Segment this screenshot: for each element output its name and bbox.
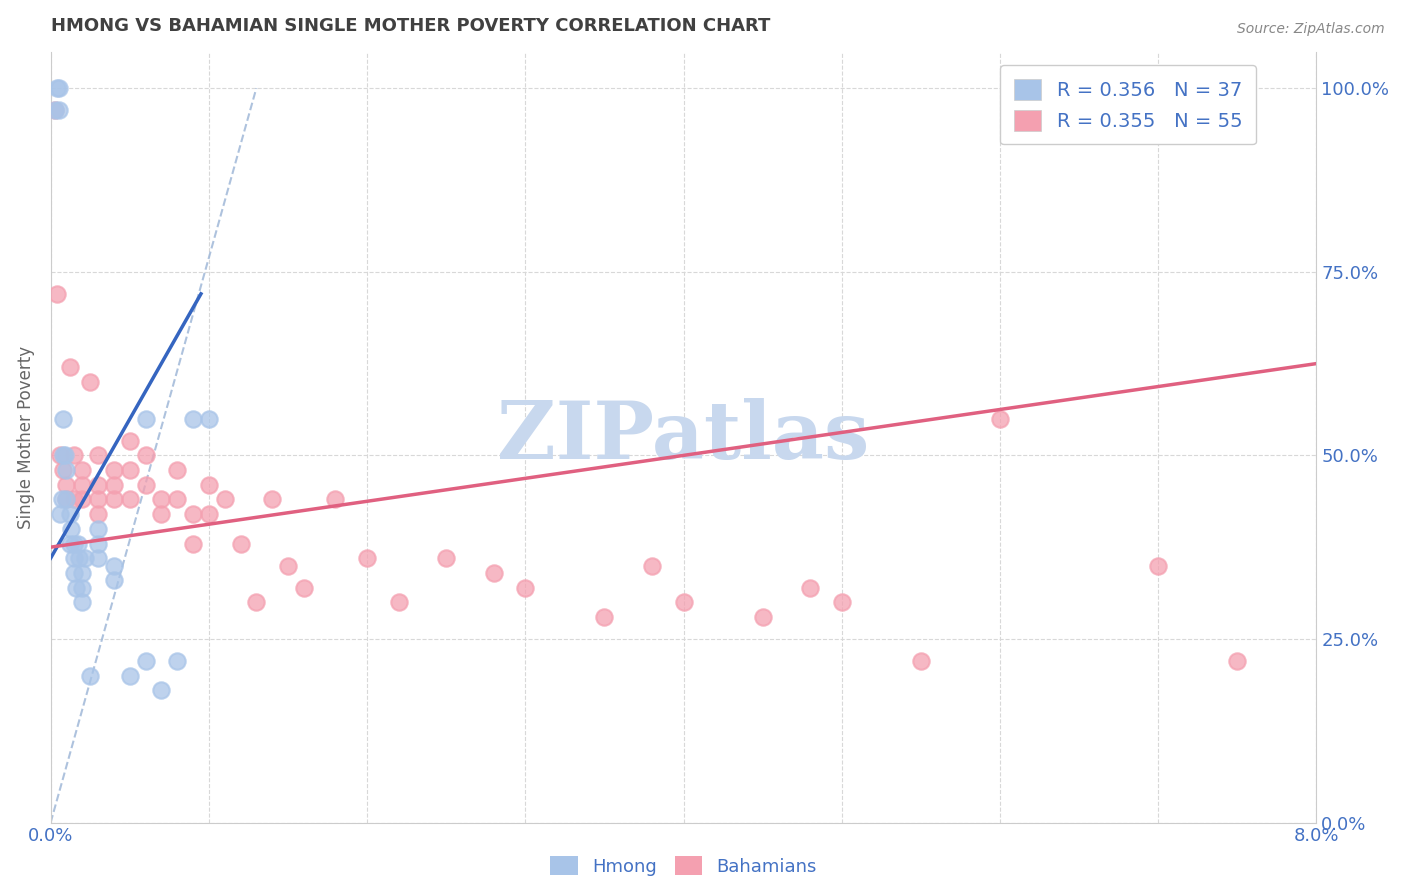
Hmong <box>135 654 157 668</box>
Hmong <box>72 595 94 609</box>
Hmong <box>48 81 70 95</box>
Bahamians <box>46 286 69 301</box>
Hmong <box>44 103 66 118</box>
Bahamians <box>103 492 125 507</box>
Bahamians <box>910 654 932 668</box>
Bahamians <box>87 507 110 521</box>
Bahamians <box>118 434 141 448</box>
Bahamians <box>72 477 94 491</box>
Bahamians <box>103 477 125 491</box>
Text: Source: ZipAtlas.com: Source: ZipAtlas.com <box>1237 22 1385 37</box>
Bahamians <box>49 449 72 463</box>
Hmong <box>79 668 101 682</box>
Hmong <box>87 536 110 550</box>
Hmong <box>49 507 72 521</box>
Bahamians <box>325 492 347 507</box>
Bahamians <box>1147 558 1170 573</box>
Bahamians <box>388 595 411 609</box>
Bahamians <box>482 566 505 580</box>
Bahamians <box>988 411 1011 425</box>
Hmong <box>87 551 110 566</box>
Bahamians <box>55 477 77 491</box>
Hmong <box>166 654 188 668</box>
Bahamians <box>229 536 252 550</box>
Hmong <box>59 536 82 550</box>
Bahamians <box>166 492 188 507</box>
Bahamians <box>59 360 82 375</box>
Hmong <box>118 668 141 682</box>
Legend: Hmong, Bahamians: Hmong, Bahamians <box>543 849 824 883</box>
Hmong <box>48 103 70 118</box>
Hmong <box>67 551 90 566</box>
Bahamians <box>72 463 94 477</box>
Hmong <box>63 536 86 550</box>
Bahamians <box>434 551 457 566</box>
Bahamians <box>79 375 101 389</box>
Hmong <box>60 522 83 536</box>
Hmong <box>75 551 97 566</box>
Bahamians <box>214 492 236 507</box>
Bahamians <box>831 595 853 609</box>
Hmong <box>135 411 157 425</box>
Bahamians <box>103 463 125 477</box>
Hmong <box>150 683 173 698</box>
Hmong <box>198 411 221 425</box>
Bahamians <box>198 507 221 521</box>
Bahamians <box>277 558 299 573</box>
Bahamians <box>150 507 173 521</box>
Bahamians <box>72 492 94 507</box>
Bahamians <box>63 492 86 507</box>
Bahamians <box>356 551 378 566</box>
Hmong <box>52 449 75 463</box>
Bahamians <box>198 477 221 491</box>
Bahamians <box>181 536 204 550</box>
Bahamians <box>1226 654 1249 668</box>
Hmong <box>53 449 76 463</box>
Bahamians <box>87 449 110 463</box>
Hmong <box>66 536 89 550</box>
Bahamians <box>245 595 267 609</box>
Bahamians <box>672 595 695 609</box>
Bahamians <box>799 581 821 595</box>
Text: ZIPatlas: ZIPatlas <box>498 398 870 476</box>
Bahamians <box>292 581 315 595</box>
Bahamians <box>118 463 141 477</box>
Bahamians <box>593 610 616 624</box>
Bahamians <box>118 492 141 507</box>
Hmong <box>72 581 94 595</box>
Bahamians <box>87 492 110 507</box>
Hmong <box>87 522 110 536</box>
Hmong <box>181 411 204 425</box>
Bahamians <box>135 449 157 463</box>
Hmong <box>63 566 86 580</box>
Bahamians <box>150 492 173 507</box>
Bahamians <box>181 507 204 521</box>
Bahamians <box>515 581 537 595</box>
Text: HMONG VS BAHAMIAN SINGLE MOTHER POVERTY CORRELATION CHART: HMONG VS BAHAMIAN SINGLE MOTHER POVERTY … <box>51 17 770 35</box>
Hmong <box>55 492 77 507</box>
Hmong <box>103 573 125 587</box>
Bahamians <box>44 103 66 118</box>
Bahamians <box>166 463 188 477</box>
Hmong <box>72 566 94 580</box>
Bahamians <box>52 463 75 477</box>
Y-axis label: Single Mother Poverty: Single Mother Poverty <box>17 345 35 529</box>
Hmong <box>65 581 87 595</box>
Hmong <box>46 81 69 95</box>
Bahamians <box>135 477 157 491</box>
Bahamians <box>55 492 77 507</box>
Hmong <box>59 507 82 521</box>
Hmong <box>51 492 73 507</box>
Hmong <box>52 411 75 425</box>
Hmong <box>55 463 77 477</box>
Bahamians <box>262 492 284 507</box>
Bahamians <box>87 477 110 491</box>
Bahamians <box>751 610 773 624</box>
Bahamians <box>63 449 86 463</box>
Bahamians <box>641 558 664 573</box>
Hmong <box>103 558 125 573</box>
Hmong <box>63 551 86 566</box>
